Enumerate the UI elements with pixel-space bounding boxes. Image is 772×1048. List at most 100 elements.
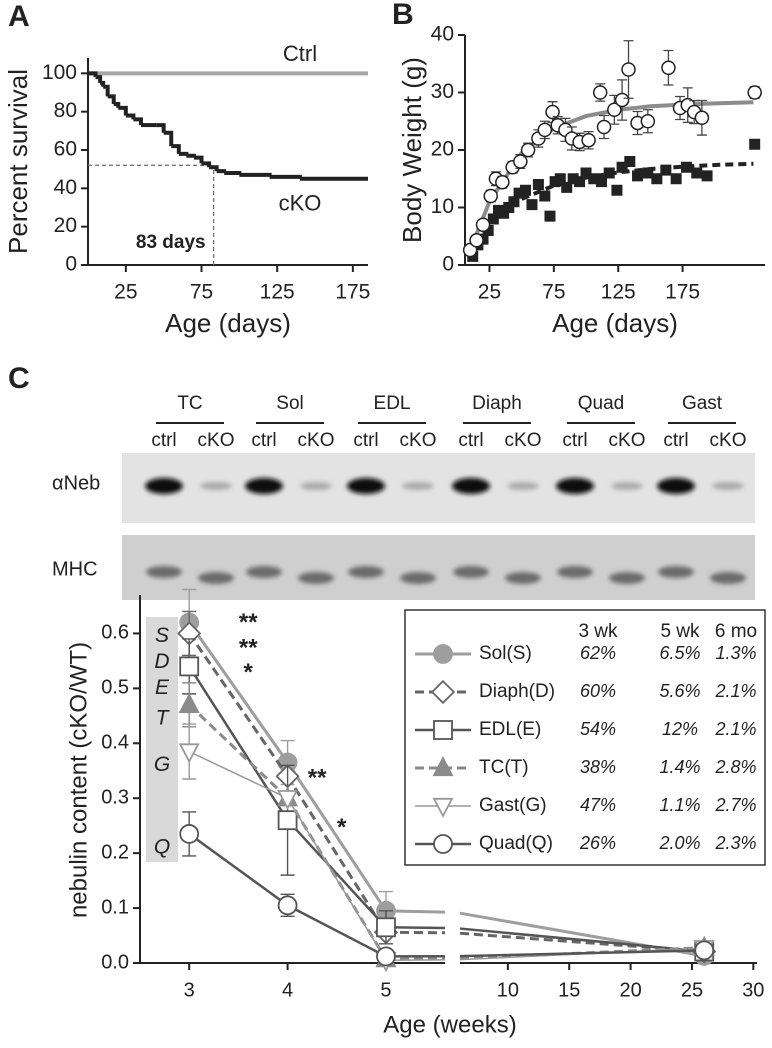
blot-band [507, 482, 539, 490]
blot-band [710, 572, 746, 584]
series-line [287, 904, 387, 958]
lane-label: ctrl [251, 430, 276, 451]
blot-band [300, 482, 332, 490]
data-point [624, 156, 636, 167]
legend-label: Sol(S) [479, 643, 532, 664]
y-tick-label: 100 [42, 61, 77, 84]
survival-step [216, 169, 227, 174]
y-tick-label: 40 [54, 176, 77, 199]
blot-band [245, 478, 283, 494]
legend-table-cell: 2.3% [714, 833, 756, 853]
legend-marker [432, 797, 454, 818]
lane-label: cKO [298, 430, 335, 451]
data-point [588, 173, 600, 185]
legend-marker [433, 644, 453, 664]
legend-label: Diaph(D) [479, 681, 555, 702]
x-tick-label: 10 [497, 979, 519, 1001]
y-axis-label: Body Weight (g) [397, 57, 427, 243]
blot-band [505, 572, 541, 584]
x-tick-label: 75 [542, 281, 565, 304]
legend-table-cell: 6.5% [659, 643, 700, 663]
legend-table-cell: 2.1% [714, 681, 756, 701]
survival-step [163, 130, 174, 147]
series-line [286, 761, 388, 912]
survival-step [224, 171, 242, 175]
significance: ** [239, 635, 258, 662]
survival-step [95, 75, 103, 83]
data-point [632, 170, 644, 182]
data-point [661, 60, 676, 76]
x-tick-label: 15 [558, 979, 580, 1001]
blot-row-label: MHC [52, 558, 98, 580]
significance: ** [239, 609, 258, 636]
survival-step [239, 172, 272, 177]
significance: * [244, 659, 254, 686]
legend-table-cell: 12% [662, 719, 698, 739]
data-point [561, 181, 573, 193]
lane-label: ctrl [353, 430, 378, 451]
blot-band [657, 478, 695, 494]
data-point [537, 122, 553, 138]
data-point [498, 207, 510, 219]
y-axis-label: Percent survival [3, 69, 33, 254]
blot-band [402, 482, 434, 490]
tissue-label: EDL [374, 393, 411, 414]
x-tick-label: 175 [335, 281, 370, 304]
significance: * [337, 814, 347, 841]
y-tick-label: 0.6 [101, 622, 129, 644]
blot-row-label: αNeb [52, 472, 100, 494]
series-line [286, 819, 387, 929]
series-line [188, 832, 289, 907]
data-point [567, 173, 579, 185]
x-tick-label: 20 [619, 979, 641, 1001]
blot-band [453, 566, 489, 578]
data-point [592, 85, 608, 100]
tissue-label: Quad [578, 393, 624, 414]
data-point [701, 170, 713, 182]
data-point [581, 132, 596, 148]
blot-band [298, 572, 334, 584]
x-tick-label: 3 [184, 979, 195, 1001]
series-line [187, 632, 289, 778]
blot-band [452, 478, 490, 494]
survival-step [100, 80, 106, 87]
x-axis-label: Age (days) [165, 308, 291, 338]
survival-step [107, 94, 116, 104]
y-tick-label: 0.0 [101, 951, 129, 973]
x-tick-label: 30 [742, 979, 764, 1001]
data-point [376, 917, 396, 938]
y-tick-label: 10 [431, 195, 454, 218]
series-line [459, 927, 705, 953]
series-letter: T [156, 706, 171, 729]
survival-step [156, 123, 166, 133]
data-point [508, 196, 520, 208]
legend-label: Quad(Q) [479, 833, 553, 854]
series-line [385, 930, 446, 935]
data-point [495, 174, 510, 190]
letter-box [146, 617, 178, 862]
data-point [277, 810, 298, 831]
blot-band [712, 482, 744, 490]
panel-label: C [8, 362, 30, 395]
lane-label: cKO [505, 430, 542, 451]
lane-label: cKO [609, 430, 646, 451]
x-tick-label: 125 [601, 281, 636, 304]
blot-band [658, 566, 694, 578]
survival-step [125, 113, 136, 120]
y-tick-label: 20 [54, 214, 77, 237]
legend-marker [432, 756, 454, 777]
panel-label: B [392, 0, 414, 31]
x-axis-label: Age (days) [552, 308, 678, 338]
blot-band [146, 566, 182, 578]
data-point [277, 895, 298, 916]
y-tick-label: 0 [442, 253, 454, 276]
legend-column-header: 5 wk [660, 621, 700, 642]
data-point [539, 190, 551, 202]
lane-label: ctrl [151, 430, 176, 451]
data-point [640, 114, 656, 129]
survival-step [103, 84, 110, 97]
legend-table-cell: 2.0% [658, 833, 700, 853]
y-tick-label: 80 [54, 99, 77, 122]
data-point [651, 173, 663, 185]
